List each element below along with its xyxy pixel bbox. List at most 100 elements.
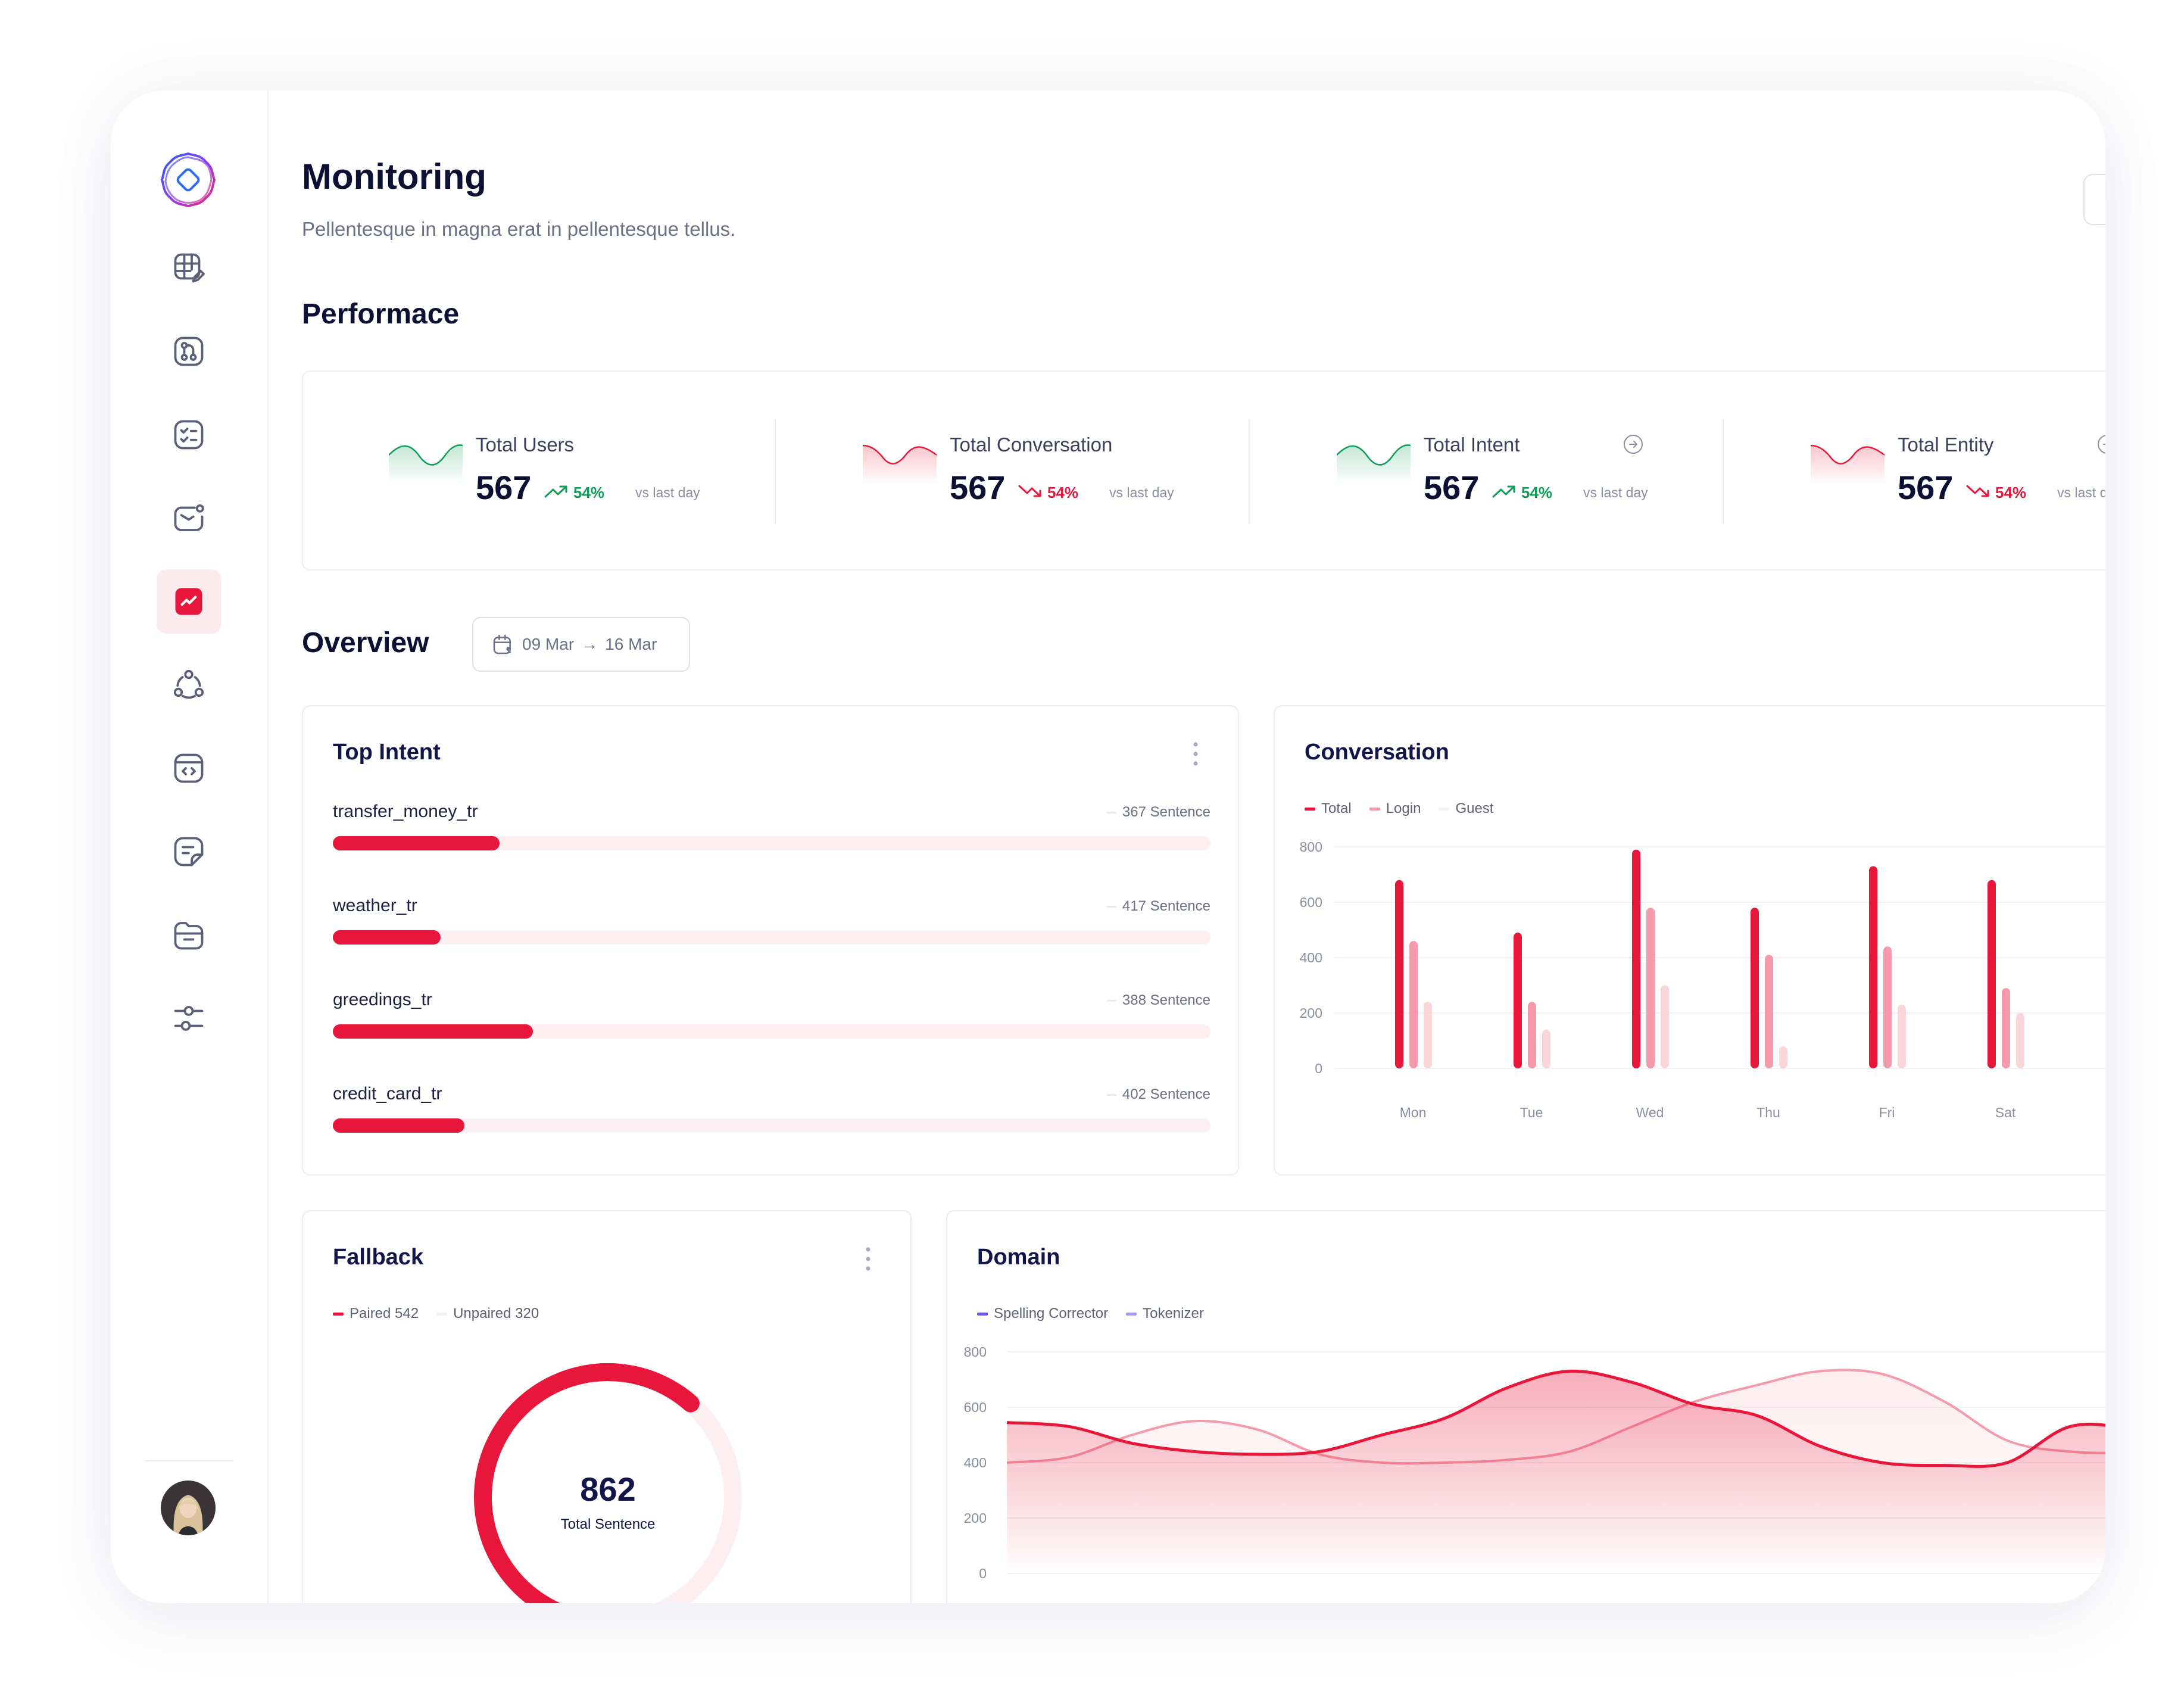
bar-guest-tue: [1542, 1029, 1550, 1068]
avatar[interactable]: [161, 1481, 216, 1535]
date-range-picker[interactable]: 09 Mar → 16 Mar: [472, 617, 690, 672]
stat-change: 54%: [1521, 484, 1553, 501]
intent-row[interactable]: weather_tr 417 Sentence: [333, 896, 1210, 961]
bar-login-fri: [1883, 946, 1892, 1068]
trend-up-icon: [544, 485, 567, 498]
code-window-icon: [174, 753, 204, 783]
sparkline-icon: [1811, 444, 1885, 485]
conversation-title: Conversation: [1305, 740, 1449, 765]
domain-area-chart: 0 200 400 600 800: [964, 1344, 2105, 1581]
nav-item-grid[interactable]: [157, 236, 221, 300]
bar-guest-fri: [1898, 1005, 1906, 1068]
x-tick-label: Tue: [1520, 1105, 1543, 1120]
page-subtitle: Pellentesque in magna erat in pellentesq…: [302, 218, 736, 240]
domain-card: Domain Spelling Corrector Tokenizer 0 200…: [946, 1210, 2105, 1603]
stat-value: 567: [476, 469, 532, 506]
stat-2: Total Conversation 567 54% vs last day: [863, 372, 1280, 569]
x-tick-label: Mon: [1400, 1105, 1427, 1120]
x-tick-label: Fri: [1879, 1105, 1895, 1120]
stat-change: 54%: [1995, 484, 2027, 501]
stat-divider: [775, 419, 776, 524]
intent-name: transfer_money_tr: [333, 802, 478, 821]
bar-login-wed: [1646, 908, 1655, 1068]
nav-item-settings[interactable]: [157, 986, 221, 1051]
intent-progress-track: [333, 930, 1210, 945]
sliders-icon: [174, 1006, 204, 1031]
conversation-card: Conversation Total Login Guest 0 200 400 60…: [1274, 705, 2105, 1176]
arrow-right-icon: →: [581, 635, 598, 653]
legend-item-total: Total: [1305, 800, 1352, 817]
y-tick-label: 0: [1315, 1061, 1322, 1076]
trend-up-icon: [1492, 485, 1515, 498]
logo-icon[interactable]: [158, 150, 218, 210]
legend-item-paired: Paired 542: [333, 1305, 419, 1322]
performance-card: Total Users 567 54% vs last day Total Conver…: [302, 370, 2105, 571]
sparkline-icon: [1337, 444, 1411, 485]
page-title: Monitoring: [302, 157, 486, 197]
stat-change: 54%: [1047, 484, 1079, 501]
bar-total-tue: [1514, 933, 1522, 1068]
intent-progress-track: [333, 1024, 1210, 1039]
bar-total-mon: [1395, 880, 1403, 1068]
intent-name: greedings_tr: [333, 990, 432, 1009]
bar-login-mon: [1409, 941, 1418, 1068]
area-spelling-corrector: [1007, 1371, 2105, 1573]
nav-item-network[interactable]: [157, 653, 221, 717]
intent-name: credit_card_tr: [333, 1084, 442, 1104]
intent-count: 417 Sentence: [1107, 898, 1210, 915]
intent-count: 388 Sentence: [1107, 992, 1210, 1009]
donut-center-label: Total Sentence: [560, 1516, 656, 1532]
nav-item-tasks[interactable]: [157, 403, 221, 467]
bar-total-thu: [1751, 908, 1759, 1068]
intent-progress-fill: [333, 930, 441, 945]
x-tick-label: Wed: [1636, 1105, 1664, 1120]
checklist-icon: [174, 420, 204, 450]
calendar-icon: [493, 634, 511, 654]
intent-count: 367 Sentence: [1107, 804, 1210, 821]
y-tick-label: 200: [1300, 1005, 1322, 1021]
stat-change: 54%: [573, 484, 605, 501]
stat-compare: vs last day: [1583, 485, 1648, 500]
nav-item-code[interactable]: [157, 736, 221, 800]
bar-total-wed: [1632, 849, 1640, 1068]
more-vertical-icon[interactable]: [1193, 741, 1199, 767]
legend-item-unpaired: Unpaired 320: [436, 1305, 539, 1322]
stat-value: 567: [1898, 469, 1954, 506]
fallback-card: Fallback Paired 542 Unpaired 320 862 Tot…: [302, 1210, 912, 1603]
trend-down-icon: [1966, 485, 1989, 497]
bar-total-fri: [1869, 866, 1877, 1068]
nav-item-inbox[interactable]: [157, 486, 221, 550]
stat-3: Total Intent 567 54% vs last day: [1337, 372, 1754, 569]
arrow-circle-icon[interactable]: [1623, 434, 1644, 455]
nav-item-documents[interactable]: [157, 819, 221, 884]
stat-compare: vs last day: [2057, 485, 2105, 500]
intent-progress-fill: [333, 1118, 465, 1133]
domain-title: Domain: [977, 1245, 1060, 1270]
bar-guest-wed: [1661, 985, 1669, 1068]
intent-row[interactable]: greedings_tr 388 Sentence: [333, 990, 1210, 1055]
intent-row[interactable]: credit_card_tr 402 Sentence: [333, 1084, 1210, 1149]
network-icon: [173, 669, 204, 699]
more-vertical-icon[interactable]: [865, 1246, 871, 1272]
nav-item-flows[interactable]: [157, 319, 221, 384]
stat-1: Total Users 567 54% vs last day: [389, 372, 806, 569]
date-to: 16 Mar: [605, 635, 657, 653]
nav-item-files[interactable]: [157, 903, 221, 967]
stat-label: Total Users: [476, 434, 575, 456]
header-action-button[interactable]: [2083, 174, 2105, 225]
donut-center-value: 862: [580, 1470, 636, 1508]
y-tick-label: 800: [964, 1344, 987, 1360]
fallback-title: Fallback: [333, 1245, 424, 1270]
fallback-legend: Paired 542 Unpaired 320: [333, 1305, 539, 1322]
bar-login-tue: [1528, 1002, 1536, 1068]
legend-item-guest: Guest: [1439, 800, 1493, 817]
nav-item-monitoring[interactable]: [157, 569, 221, 634]
arrow-circle-icon[interactable]: [2096, 434, 2105, 455]
stat-divider: [1723, 419, 1724, 524]
intent-row[interactable]: transfer_money_tr 367 Sentence: [333, 802, 1210, 867]
y-tick-label: 600: [964, 1400, 987, 1415]
trend-down-icon: [1018, 485, 1041, 497]
top-intent-card: Top Intent transfer_money_tr 367 Sentence…: [302, 705, 1239, 1176]
y-tick-label: 0: [979, 1566, 987, 1581]
app-window: Monitoring Pellentesque in magna erat in…: [111, 91, 2105, 1603]
